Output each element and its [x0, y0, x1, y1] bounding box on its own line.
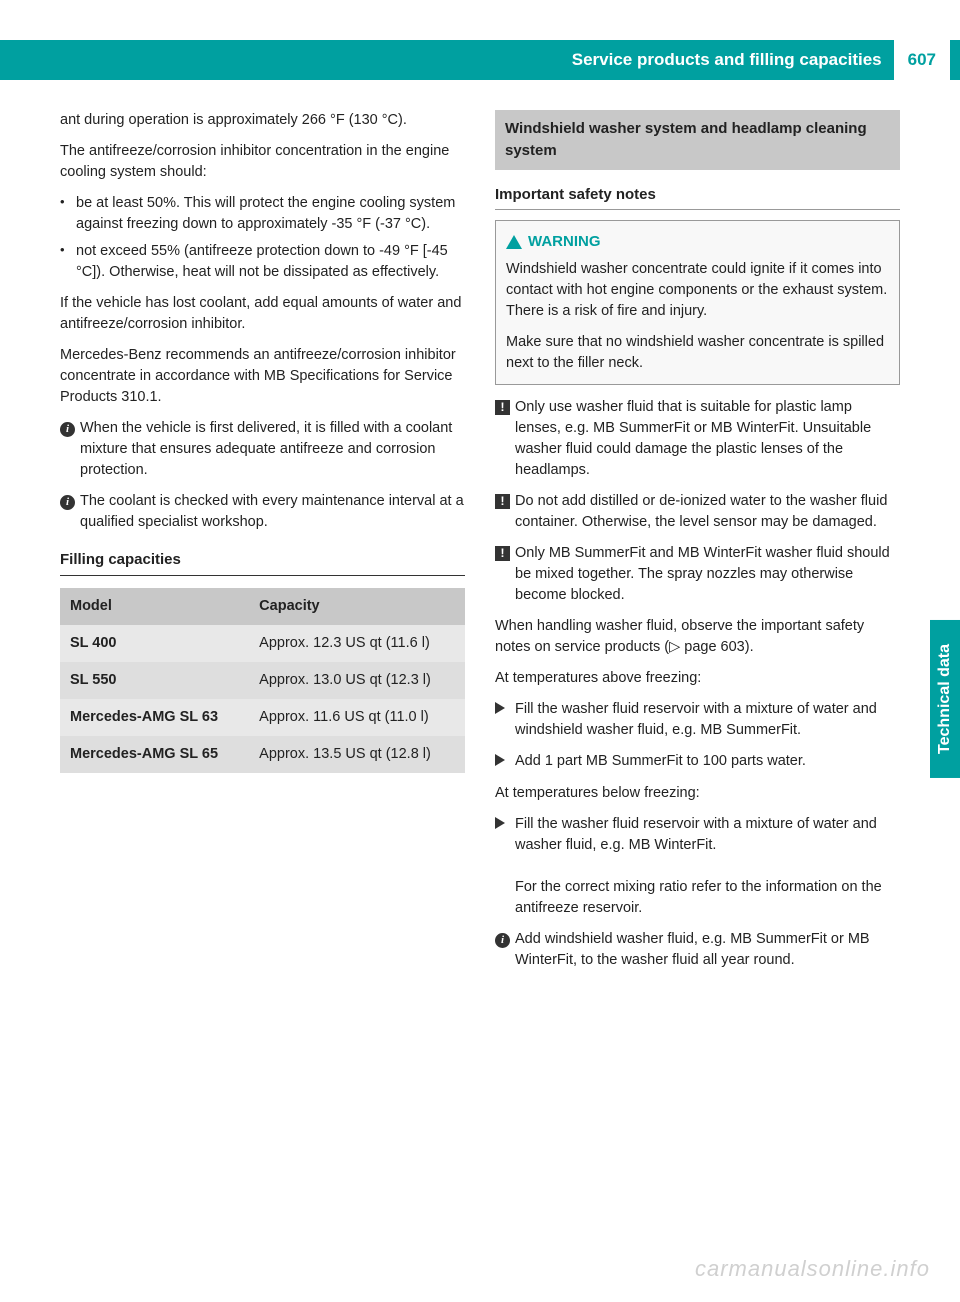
- cell-capacity: Approx. 12.3 US qt (11.6 l): [249, 625, 465, 662]
- warning-text: Windshield washer concentrate could igni…: [506, 259, 889, 322]
- body-text: At temperatures above freezing:: [495, 668, 900, 689]
- step-text: Fill the washer fluid reservoir with a m…: [515, 816, 877, 853]
- step-item: Add 1 part MB SummerFit to 100 parts wat…: [495, 751, 900, 773]
- info-text: When the vehicle is first delivered, it …: [80, 418, 465, 481]
- bullet-mark: •: [60, 193, 76, 235]
- cell-model: SL 400: [60, 625, 249, 662]
- note-item: ! Only MB SummerFit and MB WinterFit was…: [495, 543, 900, 606]
- cell-capacity: Approx. 13.5 US qt (12.8 l): [249, 736, 465, 773]
- step-text: Fill the washer fluid reservoir with a m…: [515, 699, 900, 741]
- note-item: ! Only use washer fluid that is suitable…: [495, 397, 900, 481]
- body-text: If the vehicle has lost coolant, add equ…: [60, 293, 465, 335]
- step-icon: [495, 817, 505, 829]
- note-text: Only MB SummerFit and MB WinterFit washe…: [515, 543, 900, 606]
- cell-capacity: Approx. 13.0 US qt (12.3 l): [249, 662, 465, 699]
- page-number: 607: [894, 40, 950, 80]
- cell-model: Mercedes-AMG SL 65: [60, 736, 249, 773]
- info-icon: i: [495, 933, 510, 948]
- section-heading-filling: Filling capacities: [60, 549, 465, 576]
- info-text: The coolant is checked with every mainte…: [80, 491, 465, 533]
- step-icon: [495, 702, 505, 714]
- note-icon: !: [495, 494, 510, 509]
- note-text: Only use washer fluid that is suitable f…: [515, 397, 900, 481]
- warning-icon: [506, 235, 522, 249]
- table-row: Mercedes-AMG SL 63 Approx. 11.6 US qt (1…: [60, 699, 465, 736]
- step-item: Fill the washer fluid reservoir with a m…: [495, 699, 900, 741]
- body-text: Mercedes-Benz recommends an antifreeze/c…: [60, 345, 465, 408]
- cell-capacity: Approx. 11.6 US qt (11.0 l): [249, 699, 465, 736]
- right-column: Windshield washer system and headlamp cl…: [495, 110, 900, 981]
- info-icon: i: [60, 495, 75, 510]
- step-item: Fill the washer fluid reservoir with a m…: [495, 814, 900, 919]
- step-icon: [495, 754, 505, 766]
- table-header-model: Model: [60, 588, 249, 625]
- body-text: When handling washer fluid, observe the …: [495, 616, 900, 658]
- note-text: Do not add distilled or de-ionized water…: [515, 491, 900, 533]
- table-row: SL 550 Approx. 13.0 US qt (12.3 l): [60, 662, 465, 699]
- cell-model: Mercedes-AMG SL 63: [60, 699, 249, 736]
- warning-label: WARNING: [528, 231, 601, 253]
- bullet-item: • be at least 50%. This will protect the…: [60, 193, 465, 235]
- body-text: ant during operation is approximately 26…: [60, 110, 465, 131]
- section-box-windshield: Windshield washer system and headlamp cl…: [495, 110, 900, 170]
- table-header-capacity: Capacity: [249, 588, 465, 625]
- bullet-item: • not exceed 55% (antifreeze protection …: [60, 241, 465, 283]
- side-tab-technical-data: Technical data: [930, 620, 960, 778]
- bullet-text: be at least 50%. This will protect the e…: [76, 193, 465, 235]
- header-bar: Service products and filling capacities …: [0, 40, 960, 80]
- note-item: ! Do not add distilled or de-ionized wat…: [495, 491, 900, 533]
- bullet-text: not exceed 55% (antifreeze protection do…: [76, 241, 465, 283]
- body-text: At temperatures below freezing:: [495, 783, 900, 804]
- info-text: Add windshield washer fluid, e.g. MB Sum…: [515, 929, 900, 971]
- cell-model: SL 550: [60, 662, 249, 699]
- info-item: i When the vehicle is first delivered, i…: [60, 418, 465, 481]
- step-text: Add 1 part MB SummerFit to 100 parts wat…: [515, 751, 806, 773]
- watermark: carmanualsonline.info: [695, 1256, 930, 1282]
- bullet-mark: •: [60, 241, 76, 283]
- capacity-table: Model Capacity SL 400 Approx. 12.3 US qt…: [60, 588, 465, 773]
- info-icon: i: [60, 422, 75, 437]
- step-subtext: For the correct mixing ratio refer to th…: [515, 879, 882, 916]
- note-icon: !: [495, 400, 510, 415]
- header-title: Service products and filling capacities: [572, 50, 894, 70]
- warning-box: WARNING Windshield washer concentrate co…: [495, 220, 900, 385]
- info-item: i Add windshield washer fluid, e.g. MB S…: [495, 929, 900, 971]
- sub-heading-safety: Important safety notes: [495, 184, 900, 211]
- warning-text: Make sure that no windshield washer conc…: [506, 332, 889, 374]
- table-row: SL 400 Approx. 12.3 US qt (11.6 l): [60, 625, 465, 662]
- body-text: The antifreeze/corrosion inhibitor conce…: [60, 141, 465, 183]
- info-item: i The coolant is checked with every main…: [60, 491, 465, 533]
- table-row: Mercedes-AMG SL 65 Approx. 13.5 US qt (1…: [60, 736, 465, 773]
- note-icon: !: [495, 546, 510, 561]
- left-column: ant during operation is approximately 26…: [60, 110, 465, 981]
